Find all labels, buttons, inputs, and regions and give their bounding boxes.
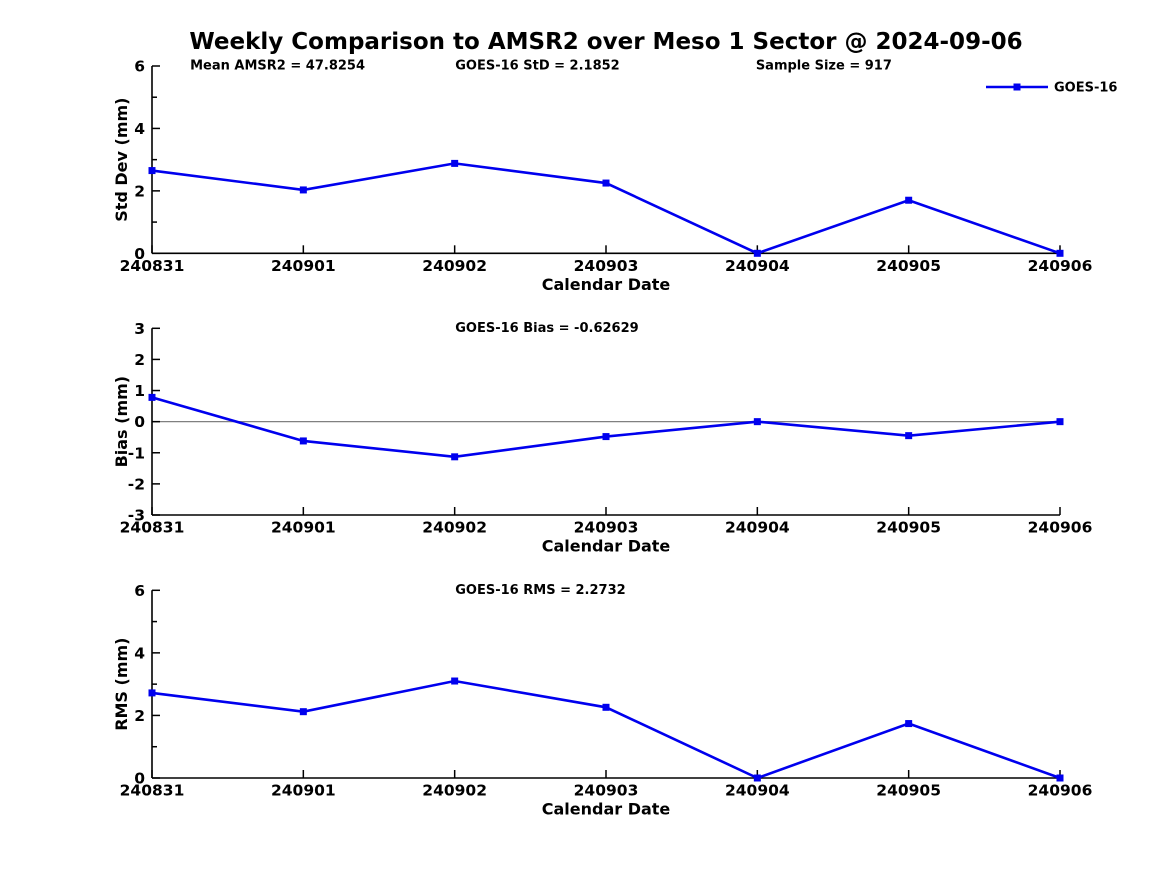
x-axis-label: Calendar Date	[542, 800, 671, 819]
annotation: GOES-16 Bias = -0.62629	[455, 321, 638, 336]
annotation: GOES-16 StD = 2.1852	[455, 59, 619, 74]
x-tick-label: 240901	[271, 519, 336, 537]
x-tick-label: 240906	[1028, 782, 1093, 800]
goes16-marker	[602, 179, 610, 187]
x-tick-label: 240831	[120, 519, 185, 537]
legend-label: GOES-16	[1054, 81, 1117, 96]
x-tick-label: 240904	[725, 782, 790, 800]
x-tick-label: 240905	[876, 519, 941, 537]
x-tick-label: 240904	[725, 519, 790, 537]
y-axis-label: RMS (mm)	[112, 637, 131, 730]
x-tick-label: 240903	[574, 257, 639, 275]
goes16-line	[151, 396, 1061, 459]
goes16-marker	[753, 774, 761, 782]
y-tick-label: 3	[134, 320, 145, 338]
x-tick-label: 240906	[1028, 257, 1093, 275]
goes16-line	[151, 162, 1061, 255]
goes16-marker	[905, 196, 913, 204]
goes16-marker	[451, 677, 459, 685]
goes16-marker	[602, 433, 610, 441]
x-tick-label: 240901	[271, 782, 336, 800]
subplot-bias-mm-: -3 -2 -1 0 1 2 3 240831 240901 240902 240903 240904…	[112, 320, 1092, 556]
goes16-marker	[299, 186, 307, 194]
x-tick-label: 240906	[1028, 519, 1093, 537]
goes16-marker	[1056, 774, 1064, 782]
annotation: GOES-16 RMS = 2.2732	[455, 583, 625, 598]
y-tick-label: -1	[128, 444, 145, 462]
subplot-rms-mm-: 0 2 4 6 240831 240901 240902 240903 240904 240905…	[112, 582, 1092, 819]
x-tick-label: 240905	[876, 257, 941, 275]
goes16-marker	[753, 418, 761, 426]
x-tick-label: 240902	[422, 519, 487, 537]
goes16-marker	[1056, 418, 1064, 426]
subplot-std-dev-mm-: 0 2 4 6 240831 240901 240902 240903 240904 240905…	[112, 58, 1117, 294]
goes16-marker	[1056, 249, 1064, 257]
subplots-container: 0 2 4 6 240831 240901 240902 240903 240904 240905…	[112, 58, 1117, 819]
x-tick-label: 240902	[422, 782, 487, 800]
y-tick-label: 0	[134, 413, 145, 431]
goes16-marker	[148, 167, 156, 175]
chart-title: Weekly Comparison to AMSR2 over Meso 1 S…	[189, 29, 1022, 55]
goes16-marker	[451, 159, 459, 167]
x-tick-label: 240903	[574, 782, 639, 800]
x-tick-label: 240902	[422, 257, 487, 275]
y-tick-label: 6	[134, 582, 145, 600]
y-axis-label: Std Dev (mm)	[112, 98, 131, 222]
goes16-marker	[905, 432, 913, 440]
y-tick-label: 6	[134, 58, 145, 76]
x-tick-label: 240831	[120, 257, 185, 275]
goes16-marker	[299, 437, 307, 445]
y-tick-label: 4	[134, 644, 145, 662]
goes16-marker	[905, 720, 913, 728]
x-axis-label: Calendar Date	[542, 537, 671, 556]
goes16-marker	[602, 703, 610, 711]
y-tick-label: 4	[134, 120, 145, 138]
goes16-marker	[148, 393, 156, 401]
x-tick-label: 240903	[574, 519, 639, 537]
goes16-marker	[148, 689, 156, 697]
x-tick-label: 240905	[876, 782, 941, 800]
legend-marker	[1013, 83, 1021, 91]
y-tick-label: 1	[134, 382, 145, 400]
annotation: Mean AMSR2 = 47.8254	[190, 59, 365, 74]
y-axis-label: Bias (mm)	[112, 376, 131, 468]
x-tick-label: 240831	[120, 782, 185, 800]
y-tick-label: -2	[128, 475, 145, 493]
goes16-marker	[451, 453, 459, 461]
legend: GOES-16	[986, 81, 1117, 96]
goes16-marker	[753, 249, 761, 257]
goes16-line	[151, 679, 1061, 780]
x-axis-label: Calendar Date	[542, 275, 671, 294]
y-tick-label: 0	[134, 245, 145, 263]
y-tick-label: 2	[134, 182, 145, 200]
annotation: Sample Size = 917	[756, 59, 892, 74]
x-tick-label: 240904	[725, 257, 790, 275]
x-tick-label: 240901	[271, 257, 336, 275]
goes16-marker	[299, 708, 307, 716]
y-tick-label: 0	[134, 770, 145, 788]
y-tick-label: 2	[134, 707, 145, 725]
y-tick-label: 2	[134, 351, 145, 369]
y-tick-label: -3	[128, 507, 145, 525]
